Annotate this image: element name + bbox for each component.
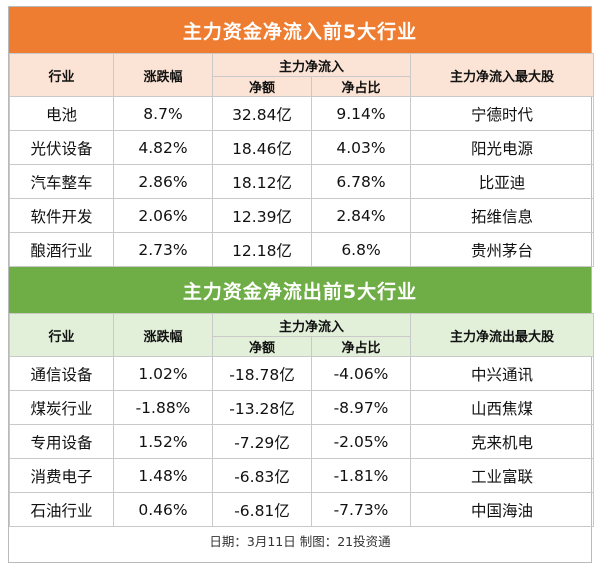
header-change: 涨跌幅 <box>113 313 213 357</box>
header-ratio: 净占比 <box>310 76 412 97</box>
table-row: 电池 8.7% 32.84亿 9.14% 宁德时代 <box>9 96 595 131</box>
net-ratio-cell: -2.05% <box>310 424 412 459</box>
industry-cell: 石油行业 <box>9 492 114 527</box>
footer-credit: 日期：3月11日 制图：21投资通 <box>209 534 391 549</box>
top-stock-cell: 工业富联 <box>410 458 595 493</box>
table-row: 石油行业 0.46% -6.81亿 -7.73% 中国海油 <box>9 492 595 527</box>
net-amount-cell: 32.84亿 <box>212 96 312 131</box>
net-amount-cell: -6.81亿 <box>212 492 312 527</box>
net-amount-cell: 18.46亿 <box>212 130 312 165</box>
outflow-table: 行业 涨跌幅 主力净流入 主力净流出最大股 净额 净占比 通信设备 1.02% -1… <box>9 313 595 527</box>
table-row: 专用设备 1.52% -7.29亿 -2.05% 克来机电 <box>9 424 595 459</box>
top-stock-cell: 中国海油 <box>410 492 595 527</box>
net-amount-cell: 18.12亿 <box>212 164 312 199</box>
net-amount-cell: -7.29亿 <box>212 424 312 459</box>
net-ratio-cell: -1.81% <box>310 458 412 493</box>
change-cell: 8.7% <box>113 96 213 131</box>
header-amount: 净额 <box>212 76 312 97</box>
top-stock-cell: 山西焦煤 <box>410 390 595 425</box>
header-top-stock: 主力净流出最大股 <box>410 313 595 357</box>
change-cell: 1.02% <box>113 356 213 391</box>
industry-cell: 光伏设备 <box>9 130 114 165</box>
table-row: 光伏设备 4.82% 18.46亿 4.03% 阳光电源 <box>9 130 595 165</box>
table-row: 酿酒行业 2.73% 12.18亿 6.8% 贵州茅台 <box>9 232 595 267</box>
header-industry: 行业 <box>9 313 114 357</box>
industry-cell: 电池 <box>9 96 114 131</box>
net-ratio-cell: -8.97% <box>310 390 412 425</box>
table-row: 通信设备 1.02% -18.78亿 -4.06% 中兴通讯 <box>9 356 595 391</box>
header-amount: 净额 <box>212 336 312 357</box>
header-change: 涨跌幅 <box>113 53 213 97</box>
change-cell: 4.82% <box>113 130 213 165</box>
industry-cell: 煤炭行业 <box>9 390 114 425</box>
header-net-inflow-group: 主力净流入 <box>211 53 412 77</box>
net-amount-cell: 12.39亿 <box>212 198 312 233</box>
header-net-inflow-group: 主力净流入 <box>211 313 412 337</box>
change-cell: 1.48% <box>113 458 213 493</box>
net-amount-cell: -6.83亿 <box>212 458 312 493</box>
top-stock-cell: 宁德时代 <box>410 96 595 131</box>
top-stock-cell: 贵州茅台 <box>410 232 595 267</box>
table-row: 汽车整车 2.86% 18.12亿 6.78% 比亚迪 <box>9 164 595 199</box>
header-top-stock: 主力净流入最大股 <box>410 53 595 97</box>
net-amount-cell: 12.18亿 <box>212 232 312 267</box>
top-stock-cell: 克来机电 <box>410 424 595 459</box>
outflow-title: 主力资金净流出前5大行业 <box>9 267 591 313</box>
net-amount-cell: -18.78亿 <box>212 356 312 391</box>
change-cell: 2.06% <box>113 198 213 233</box>
change-cell: 2.73% <box>113 232 213 267</box>
industry-cell: 软件开发 <box>9 198 114 233</box>
net-ratio-cell: 6.78% <box>310 164 412 199</box>
industry-cell: 消费电子 <box>9 458 114 493</box>
change-cell: 1.52% <box>113 424 213 459</box>
industry-cell: 专用设备 <box>9 424 114 459</box>
net-amount-cell: -13.28亿 <box>212 390 312 425</box>
change-cell: -1.88% <box>113 390 213 425</box>
net-ratio-cell: -4.06% <box>310 356 412 391</box>
net-ratio-cell: -7.73% <box>310 492 412 527</box>
industry-cell: 通信设备 <box>9 356 114 391</box>
table-row: 软件开发 2.06% 12.39亿 2.84% 拓维信息 <box>9 198 595 233</box>
net-ratio-cell: 9.14% <box>310 96 412 131</box>
top-stock-cell: 中兴通讯 <box>410 356 595 391</box>
table-row: 消费电子 1.48% -6.83亿 -1.81% 工业富联 <box>9 458 595 493</box>
net-ratio-cell: 6.8% <box>310 232 412 267</box>
net-ratio-cell: 4.03% <box>310 130 412 165</box>
inflow-title: 主力资金净流入前5大行业 <box>9 7 591 53</box>
top-stock-cell: 阳光电源 <box>410 130 595 165</box>
industry-cell: 汽车整车 <box>9 164 114 199</box>
inflow-table: 行业 涨跌幅 主力净流入 主力净流入最大股 净额 净占比 电池 8.7% 32.84… <box>9 53 595 267</box>
change-cell: 0.46% <box>113 492 213 527</box>
header-ratio: 净占比 <box>310 336 412 357</box>
table-row: 煤炭行业 -1.88% -13.28亿 -8.97% 山西焦煤 <box>9 390 595 425</box>
change-cell: 2.86% <box>113 164 213 199</box>
top-stock-cell: 比亚迪 <box>410 164 595 199</box>
report-card: 主力资金净流入前5大行业 行业 涨跌幅 主力净流入 主力净流入最大股 净额 净占… <box>8 6 595 563</box>
top-stock-cell: 拓维信息 <box>410 198 595 233</box>
industry-cell: 酿酒行业 <box>9 232 114 267</box>
net-ratio-cell: 2.84% <box>310 198 412 233</box>
header-industry: 行业 <box>9 53 114 97</box>
